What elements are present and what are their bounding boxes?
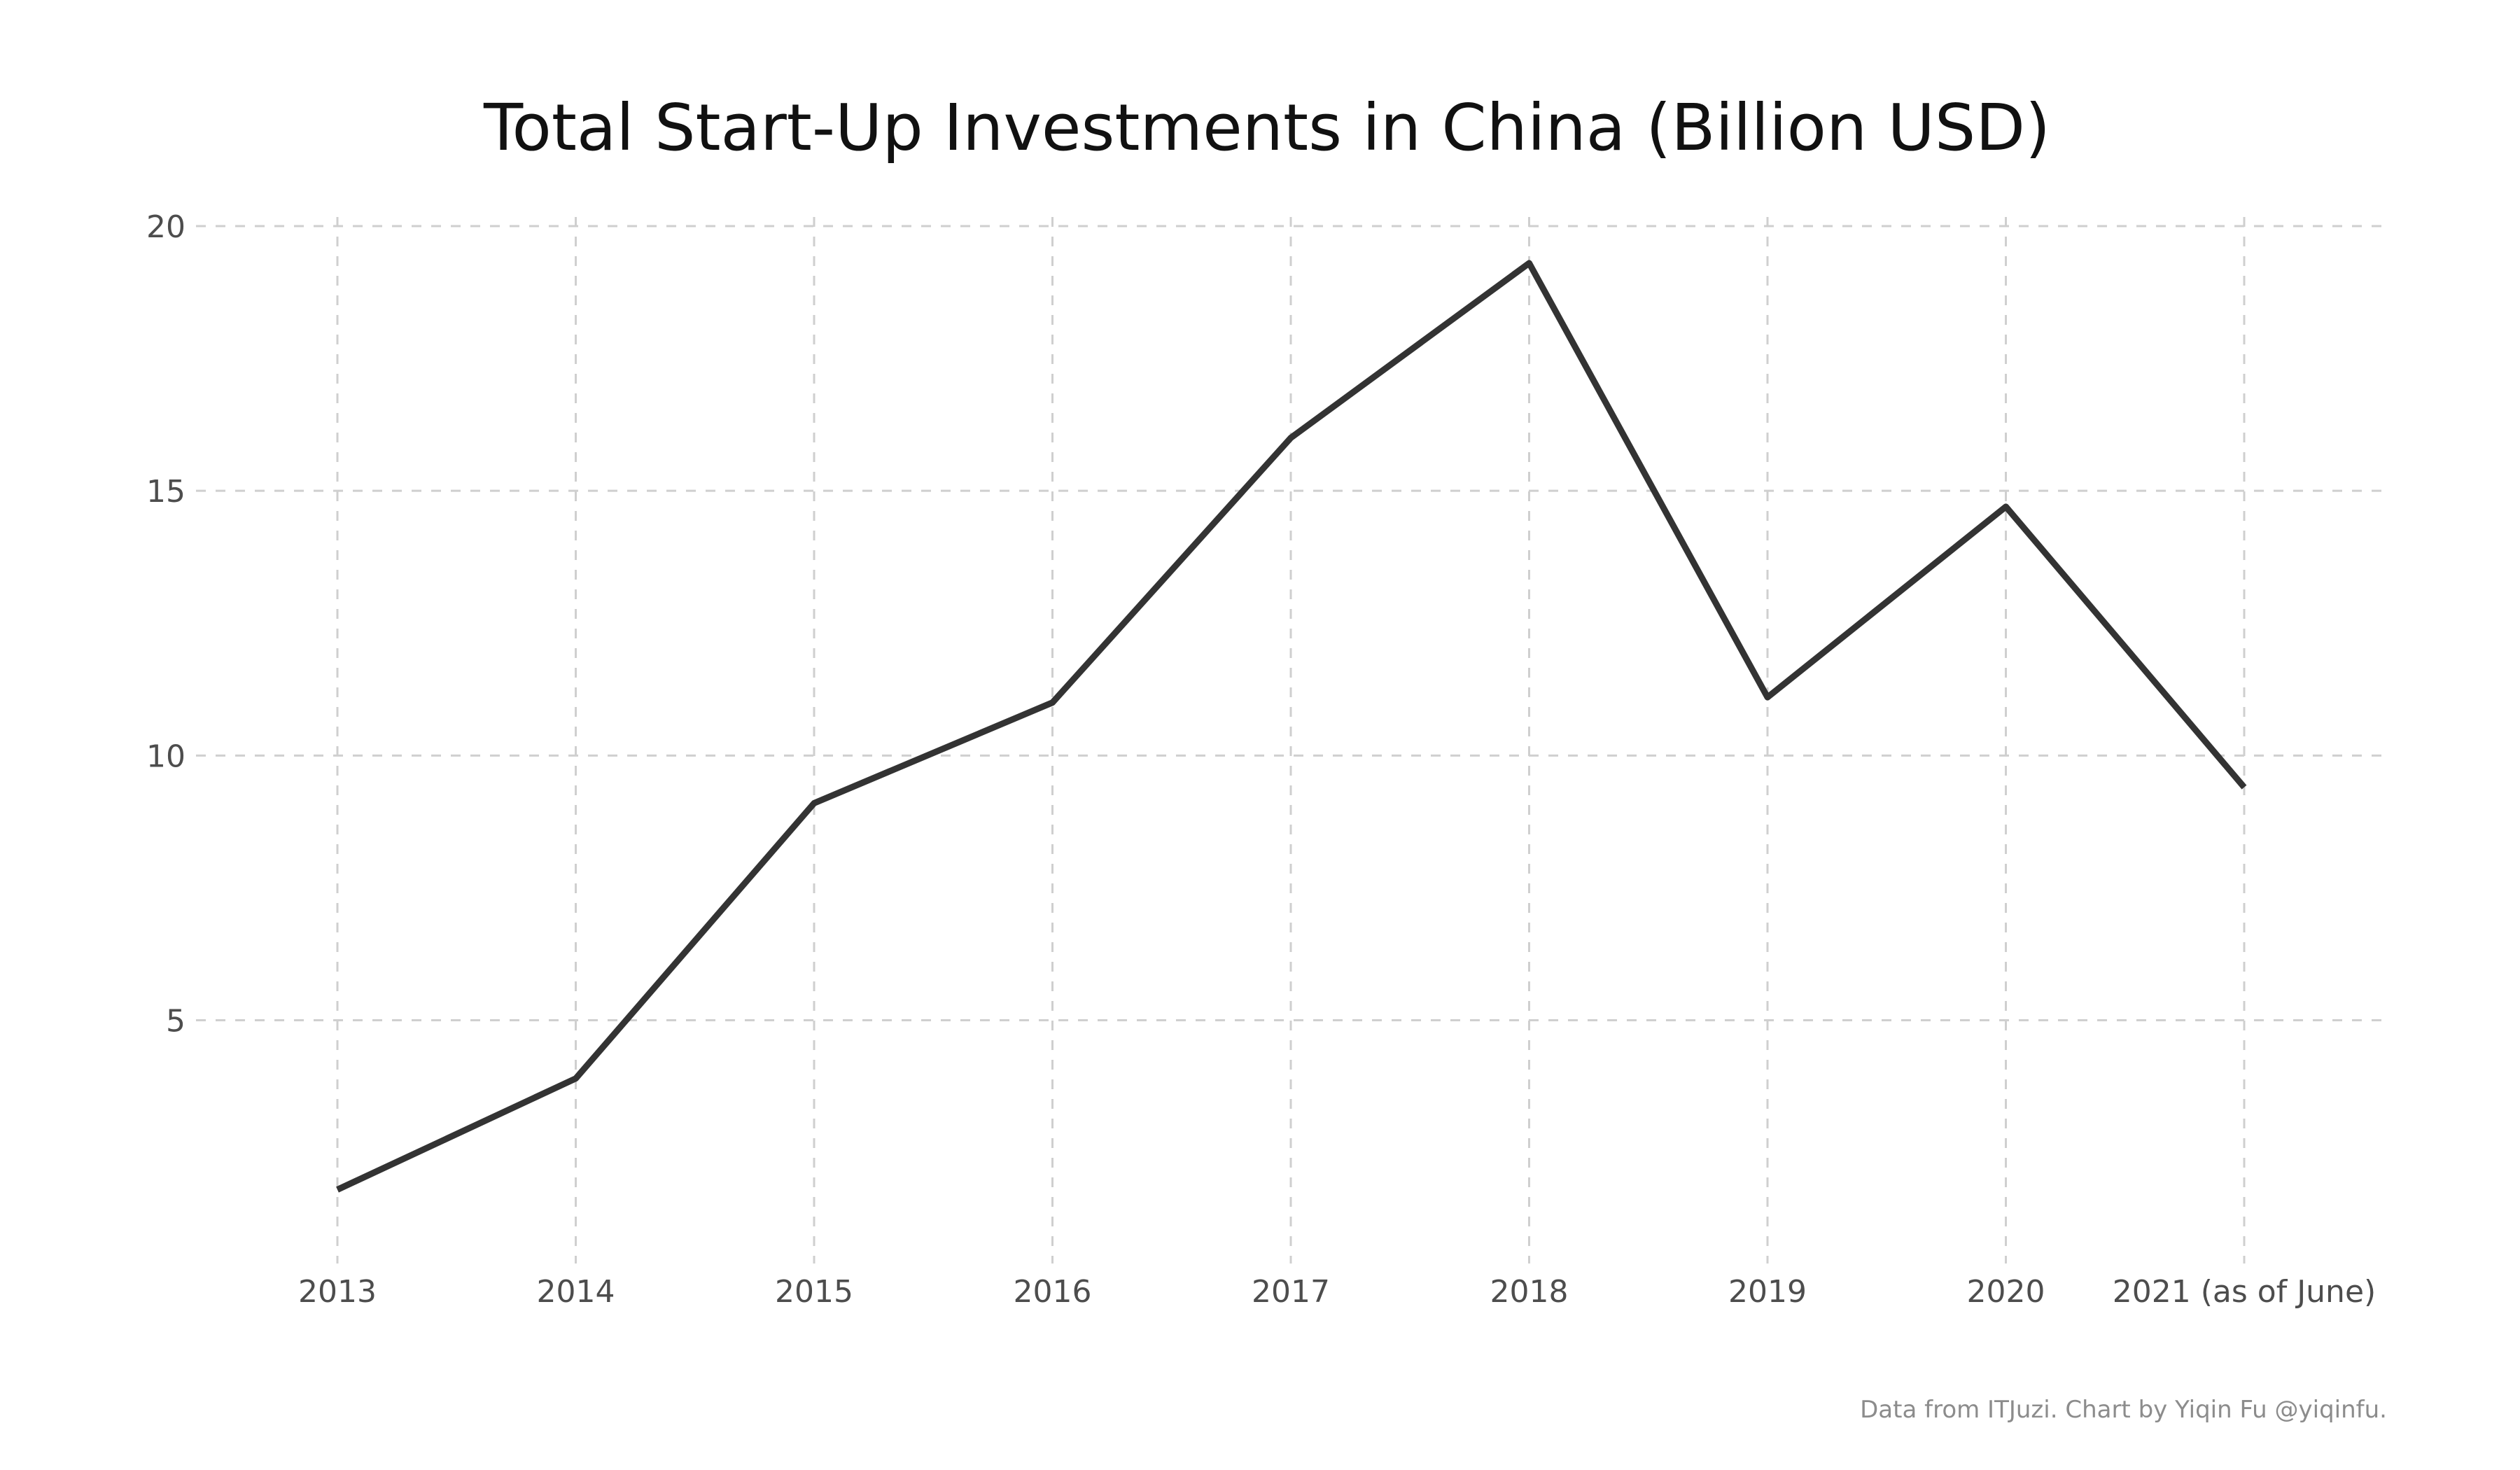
x-tick-labels: 2013 2014 2015 2016 2017 2018 2019 2020 2021 (as… xyxy=(298,1274,2376,1310)
y-tick-label: 15 xyxy=(146,474,186,510)
x-tick-label: 2013 xyxy=(298,1274,377,1310)
x-tick-label: 2016 xyxy=(1014,1274,1092,1310)
chart-caption: Data from ITJuzi. Chart by Yiqin Fu @yiq… xyxy=(1860,1396,2387,1424)
x-tick-label: 2020 xyxy=(1967,1274,2045,1310)
x-gridlines xyxy=(336,217,2246,1264)
x-tick-label: 2018 xyxy=(1490,1274,1569,1310)
y-gridlines xyxy=(196,225,2387,1021)
x-tick-label: 2014 xyxy=(537,1274,615,1310)
x-tick-label: 2021 (as of June) xyxy=(2113,1274,2376,1310)
x-tick-label: 2017 xyxy=(1252,1274,1330,1310)
series-line xyxy=(336,260,2247,1193)
y-tick-label: 5 xyxy=(166,1003,186,1039)
x-tick-label: 2015 xyxy=(775,1274,853,1310)
series-layer xyxy=(336,260,2247,1193)
chart-title: Total Start-Up Investments in China (Bil… xyxy=(483,90,2050,165)
y-tick-label: 10 xyxy=(146,738,186,774)
x-tick-label: 2019 xyxy=(1728,1274,1807,1310)
y-tick-label: 20 xyxy=(146,209,186,245)
y-tick-labels: 5 10 15 20 xyxy=(146,209,186,1039)
